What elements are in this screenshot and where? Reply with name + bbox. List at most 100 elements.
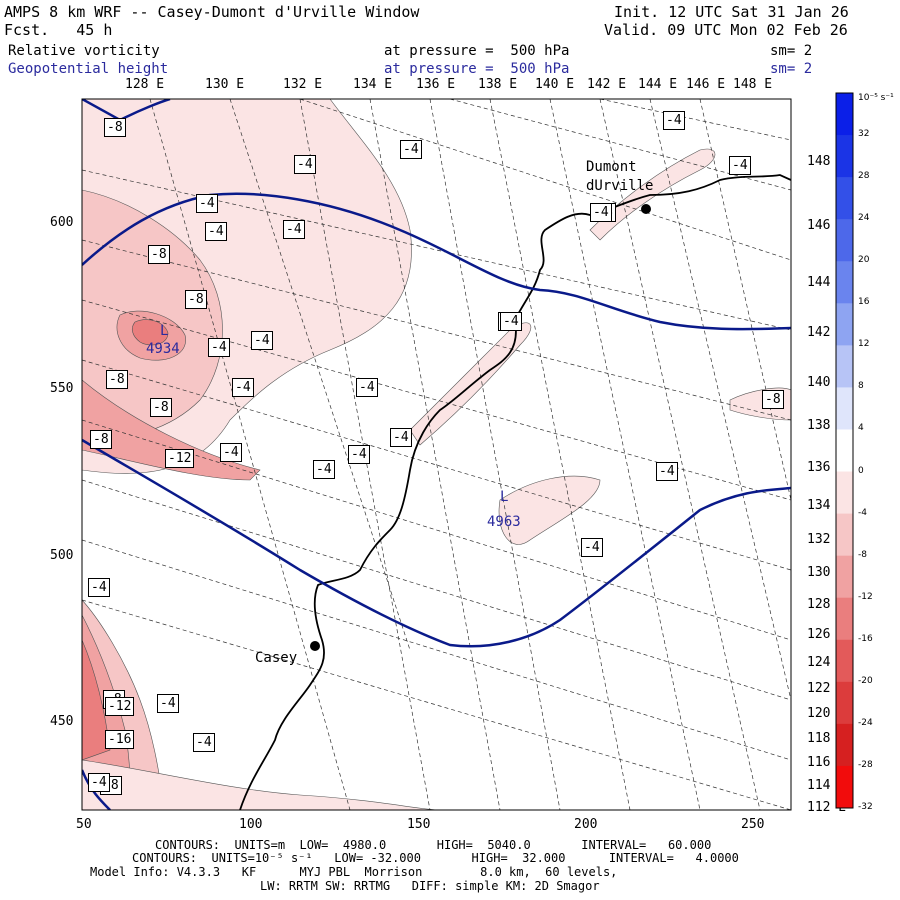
- vorticity-contour-label: -4: [729, 156, 751, 175]
- low-marker: L: [500, 489, 509, 505]
- vorticity-contour-label: -8: [762, 390, 784, 409]
- colorbar-swatch: [836, 471, 853, 515]
- vorticity-contour-label: -4: [500, 312, 522, 331]
- vorticity-contour-label: -4: [251, 331, 273, 350]
- colorbar-tick-label: -4: [858, 507, 867, 518]
- vorticity-contour-label: -4: [356, 378, 378, 397]
- colorbar-swatch: [836, 177, 853, 220]
- footer-physics: LW: RRTM SW: RRTMG DIFF: simple KM: 2D S…: [260, 879, 600, 893]
- vorticity-contour-label: -4: [283, 220, 305, 239]
- colorbar-swatch: [836, 513, 853, 557]
- vorticity-contour-label: -4: [220, 443, 242, 462]
- dumont-station-marker: [641, 204, 651, 214]
- vorticity-contour-label: -8: [106, 370, 128, 389]
- colorbar-swatch: [836, 723, 853, 767]
- vorticity-contour-label: -8: [104, 118, 126, 137]
- vorticity-contour-label: -4: [390, 428, 412, 447]
- colorbar-tick-label: -24: [858, 717, 873, 728]
- y-tick-label: 450: [50, 714, 74, 729]
- footer-height-contours: CONTOURS: UNITS=m LOW= 4980.0 HIGH= 5040…: [155, 838, 712, 852]
- colorbar-swatch: [836, 765, 853, 809]
- colorbar-swatch: [836, 261, 853, 304]
- lon-label: 144 E: [638, 77, 678, 92]
- lon-label: 140 E: [535, 77, 575, 92]
- vorticity-contour-label: -4: [196, 194, 218, 213]
- lon-label: 130 E: [205, 77, 245, 92]
- vorticity-contour-label: -4: [88, 578, 110, 597]
- low-value: 4963: [487, 514, 521, 530]
- colorbar-tick-label: 0: [858, 465, 864, 476]
- vorticity-contour-label: -4: [208, 338, 230, 357]
- y-tick-label: 550: [50, 381, 74, 396]
- height-contours: [82, 99, 791, 810]
- field1-level: at pressure = 500 hPa: [384, 43, 570, 59]
- vorticity-contour-label: -8: [185, 290, 207, 309]
- colorbar-tick-label: 24: [858, 213, 870, 224]
- low-marker: L: [160, 323, 169, 339]
- vorticity-contour-label: -4: [193, 733, 215, 752]
- x-tick-label: 200: [574, 817, 598, 832]
- x-tick-label: 250: [741, 817, 765, 832]
- colorbar-tick-label: -32: [858, 802, 873, 812]
- lon-label: 138 E: [478, 77, 518, 92]
- colorbar-swatch: [836, 135, 853, 178]
- colorbar-swatch: [836, 387, 853, 430]
- vorticity-contour-label: -16: [105, 730, 135, 749]
- colorbar-swatch: [836, 639, 853, 683]
- colorbar-swatch: [836, 681, 853, 725]
- colorbar-tick-label: 12: [858, 339, 870, 350]
- vorticity-contour-label: -4: [313, 460, 335, 479]
- lon-label: 136 E: [416, 77, 456, 92]
- field1-name: Relative vorticity: [8, 43, 160, 59]
- vorticity-contour-label: -8: [90, 430, 112, 449]
- lon-label: 134 E: [353, 77, 393, 92]
- field1-smoothing: sm= 2: [770, 43, 813, 59]
- vorticity-contour-label: -4: [157, 694, 179, 713]
- lon-label: 146 E: [686, 77, 726, 92]
- y-tick-label: 600: [50, 215, 74, 230]
- vorticity-contour-label: -4: [348, 445, 370, 464]
- lon-label: 132 E: [283, 77, 323, 92]
- valid-time: Valid. 09 UTC Mon 02 Feb 26: [604, 21, 848, 39]
- colorbar: [835, 92, 854, 809]
- low-value: 4934: [146, 341, 180, 357]
- casey-station-marker: [310, 641, 320, 651]
- vorticity-contour-label: -4: [205, 222, 227, 241]
- lon-label: 142 E: [587, 77, 627, 92]
- vorticity-contour-label: -4: [590, 203, 612, 222]
- colorbar-swatch: [836, 219, 853, 262]
- field2-name: Geopotential height: [8, 61, 169, 77]
- colorbar-tick-label: 28: [858, 171, 870, 182]
- colorbar-swatch: [836, 303, 853, 346]
- colorbar-swatch: [836, 555, 853, 599]
- colorbar-tick-label: -28: [858, 759, 873, 770]
- colorbar-tick-label: 32: [858, 129, 870, 140]
- lat-lon-grid: [82, 99, 791, 810]
- chart-title: AMPS 8 km WRF -- Casey-Dumont d'Urville …: [4, 3, 420, 21]
- vorticity-contour-label: -8: [148, 245, 170, 264]
- colorbar-tick-label: 8: [858, 381, 864, 392]
- vorticity-contour-label: -4: [88, 773, 110, 792]
- x-tick-label: 50: [76, 817, 92, 832]
- colorbar-frame: [835, 92, 854, 809]
- field2-smoothing: sm= 2: [770, 61, 813, 77]
- vorticity-contour-label: -12: [165, 449, 195, 468]
- footer-vorticity-contours: CONTOURS: UNITS=10⁻⁵ s⁻¹ LOW= -32.000 HI…: [132, 851, 739, 865]
- colorbar-swatch: [836, 345, 853, 388]
- vorticity-contour-label: -4: [294, 155, 316, 174]
- init-time: Init. 12 UTC Sat 31 Jan 26: [614, 3, 849, 21]
- colorbar-swatch: [836, 597, 853, 641]
- vorticity-contour-label: -4: [400, 140, 422, 159]
- forecast-hour: Fcst. 45 h: [4, 21, 113, 39]
- vorticity-contour-label: -4: [232, 378, 254, 397]
- lon-label: 148 E: [733, 77, 773, 92]
- colorbar-tick-label: 16: [858, 297, 870, 308]
- colorbar-tick-label: -12: [858, 591, 873, 602]
- x-tick-label: 100: [239, 817, 263, 832]
- colorbar-tick-label: -8: [858, 549, 867, 560]
- vorticity-contour-label: -4: [656, 462, 678, 481]
- lon-label: 128 E: [125, 77, 165, 92]
- footer-model-info: Model Info: V4.3.3 KF MYJ PBL Morrison 8…: [90, 865, 618, 879]
- vorticity-contour-label: -12: [105, 697, 135, 716]
